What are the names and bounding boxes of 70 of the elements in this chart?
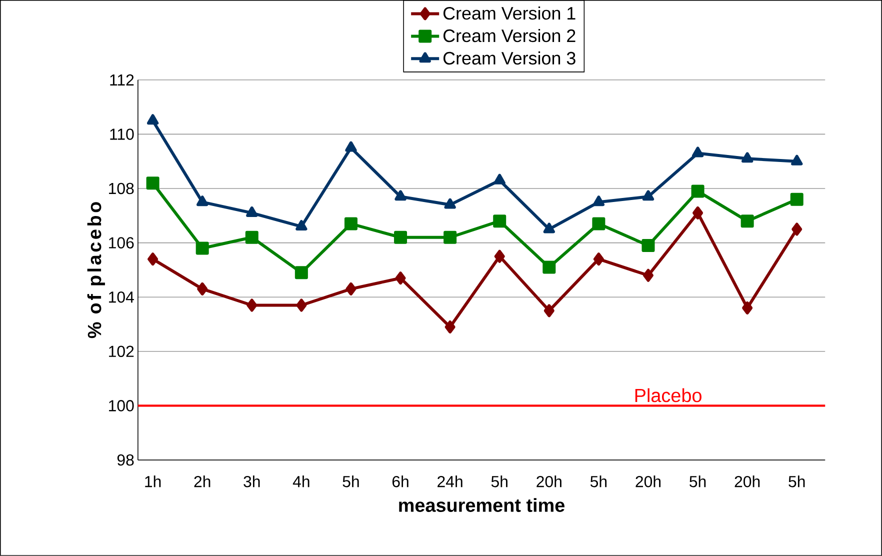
y-tick-label: 108 [109, 182, 134, 194]
x-tick-label: 2h [194, 476, 210, 488]
point [593, 252, 604, 266]
point [692, 206, 704, 220]
y-tick-label: 106 [109, 237, 134, 248]
point [196, 242, 209, 255]
point [642, 268, 654, 282]
point [146, 114, 159, 125]
point [544, 304, 554, 318]
point [740, 214, 754, 228]
point [146, 176, 160, 190]
x-tick-label: 24h [438, 476, 462, 488]
y-tick-label: 102 [109, 346, 134, 358]
point [197, 282, 208, 296]
point [394, 230, 408, 244]
point [444, 198, 456, 209]
x-tick-label: 3h [244, 476, 260, 488]
point [296, 298, 307, 312]
legend-label: Cream Version 1 [443, 6, 576, 20]
point [543, 222, 555, 234]
point [494, 174, 506, 184]
point [493, 214, 506, 228]
x-tick-label: 20h [636, 476, 660, 488]
point [246, 206, 258, 217]
point [592, 217, 606, 230]
x-tick-label: 6h [392, 476, 408, 488]
point [742, 301, 753, 314]
point [692, 146, 704, 158]
point [294, 266, 308, 280]
x-tick-label: 5h [342, 476, 359, 488]
y-tick-label: 112 [110, 74, 134, 86]
y-axis-title: % of placebo [87, 202, 105, 338]
x-tick-label: 4h [292, 476, 310, 488]
y-tick-label: 104 [109, 291, 134, 303]
legend-label: Cream Version 2 [443, 28, 576, 42]
point [790, 192, 804, 206]
ref-line-label: Placebo [635, 388, 702, 402]
x-tick-label: 20h [536, 476, 562, 488]
x-tick-label: 20h [734, 476, 760, 488]
x-tick-label: 5h [690, 476, 706, 488]
point [246, 298, 258, 312]
point [791, 154, 803, 166]
point [444, 230, 457, 244]
point [592, 196, 605, 206]
point [444, 320, 456, 334]
y-tick-label: 110 [110, 128, 134, 140]
point [542, 260, 556, 274]
point [741, 152, 754, 163]
point [394, 190, 406, 201]
x-axis-title: measurement time [399, 498, 564, 512]
x-tick-label: 1h [145, 476, 161, 488]
point [642, 239, 655, 252]
point [296, 220, 308, 231]
point [148, 252, 158, 266]
point [395, 272, 406, 285]
point [792, 222, 802, 236]
point [494, 250, 505, 263]
x-tick-label: 5h [788, 476, 805, 488]
x-tick-label: 5h [491, 476, 508, 488]
y-tick-label: 100 [109, 400, 134, 412]
point [346, 282, 356, 296]
point [196, 196, 208, 206]
point [345, 141, 357, 152]
legend-label: Cream Version 3 [443, 51, 576, 65]
point [691, 184, 704, 198]
x-tick-label: 5h [590, 476, 607, 488]
point [642, 190, 654, 201]
point [245, 230, 258, 244]
point [344, 217, 358, 230]
y-tick-label: 98 [117, 454, 134, 466]
